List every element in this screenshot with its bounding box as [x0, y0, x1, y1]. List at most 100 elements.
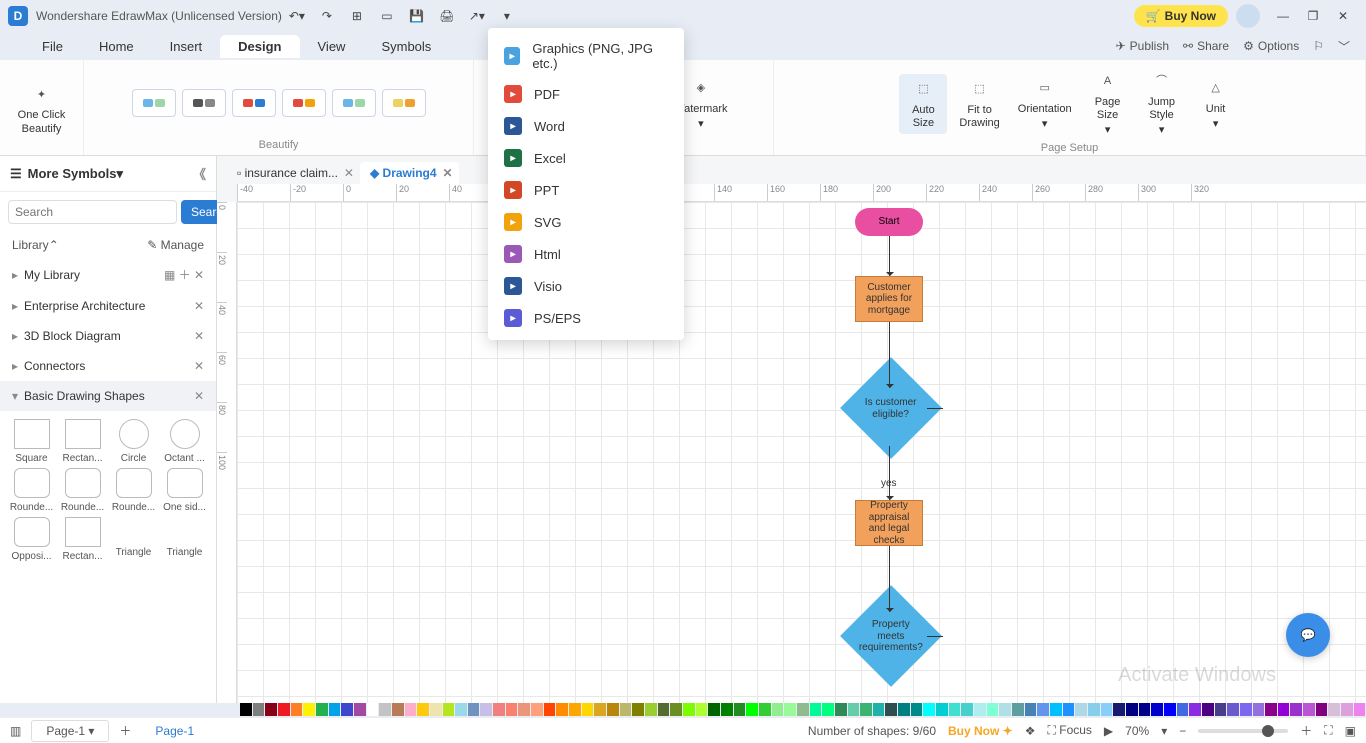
color-swatch[interactable]	[468, 703, 480, 716]
color-swatch[interactable]	[923, 703, 935, 716]
export-ps/eps[interactable]: ▸PS/EPS	[488, 302, 684, 334]
new-icon[interactable]: ⊞	[344, 3, 370, 29]
lib-cat-basic-drawing-shapes[interactable]: ▾ Basic Drawing Shapes✕	[0, 381, 216, 411]
redo-icon[interactable]: ↷	[314, 3, 340, 29]
color-swatch[interactable]	[316, 703, 328, 716]
color-swatch[interactable]	[1126, 703, 1138, 716]
doc-tab[interactable]: ▫ insurance claim...✕	[227, 162, 360, 184]
color-swatch[interactable]	[696, 703, 708, 716]
shape-triangle[interactable]: Triangle	[110, 517, 157, 562]
color-swatch[interactable]	[999, 703, 1011, 716]
menu-tab-home[interactable]: Home	[81, 35, 152, 58]
color-swatch[interactable]	[911, 703, 923, 716]
color-swatch[interactable]	[531, 703, 543, 716]
color-swatch[interactable]	[746, 703, 758, 716]
chat-help-button[interactable]: 💬	[1286, 613, 1330, 657]
fit-page-icon[interactable]: ⛶	[1324, 723, 1332, 738]
color-swatch[interactable]	[1265, 703, 1277, 716]
open-icon[interactable]: ▭	[374, 3, 400, 29]
focus-toggle[interactable]: ⛶ Focus	[1048, 723, 1092, 738]
menu-tab-design[interactable]: Design	[220, 35, 299, 58]
color-swatch[interactable]	[518, 703, 530, 716]
color-swatch[interactable]	[1303, 703, 1315, 716]
color-swatch[interactable]	[961, 703, 973, 716]
color-swatch[interactable]	[443, 703, 455, 716]
color-swatch[interactable]	[936, 703, 948, 716]
color-swatch[interactable]	[569, 703, 581, 716]
color-swatch[interactable]	[1177, 703, 1189, 716]
collapse-ribbon-icon[interactable]: ﹀	[1338, 38, 1350, 55]
style-swatch-3[interactable]	[282, 89, 326, 117]
add-page-button[interactable]: ＋	[119, 722, 131, 739]
maximize-button[interactable]: ❐	[1300, 3, 1326, 29]
doc-tab[interactable]: ◆ Drawing4✕	[360, 162, 459, 184]
color-swatch[interactable]	[873, 703, 885, 716]
color-swatch[interactable]	[1025, 703, 1037, 716]
export-html[interactable]: ▸Html	[488, 238, 684, 270]
flowchart-node-appraisal[interactable]: Property appraisal and legal checks	[855, 500, 923, 546]
color-swatch[interactable]	[607, 703, 619, 716]
shape-opposi[interactable]: Opposi...	[8, 517, 55, 562]
color-swatch[interactable]	[1063, 703, 1075, 716]
shape-square[interactable]: Square	[8, 419, 55, 464]
save-icon[interactable]: 💾	[404, 3, 430, 29]
color-swatch[interactable]	[632, 703, 644, 716]
color-swatch[interactable]	[493, 703, 505, 716]
minimize-button[interactable]: —	[1270, 3, 1296, 29]
color-swatch[interactable]	[1328, 703, 1340, 716]
notification-icon[interactable]: ⚐	[1313, 39, 1324, 53]
avatar-icon[interactable]	[1236, 4, 1260, 28]
color-swatch[interactable]	[1164, 703, 1176, 716]
style-swatch-1[interactable]	[182, 89, 226, 117]
buy-now-button[interactable]: 🛒 Buy Now	[1134, 5, 1228, 27]
color-swatch[interactable]	[392, 703, 404, 716]
page-size-button[interactable]: APage Size▾	[1084, 66, 1132, 142]
color-swatch[interactable]	[291, 703, 303, 716]
color-swatch[interactable]	[1088, 703, 1100, 716]
color-swatch[interactable]	[240, 703, 252, 716]
color-swatch[interactable]	[658, 703, 670, 716]
color-swatch[interactable]	[278, 703, 290, 716]
export-ppt[interactable]: ▸PPT	[488, 174, 684, 206]
zoom-slider[interactable]	[1198, 729, 1288, 733]
fullscreen-icon[interactable]: ▣	[1345, 724, 1356, 738]
color-swatch[interactable]	[1341, 703, 1353, 716]
color-swatch[interactable]	[329, 703, 341, 716]
undo-icon[interactable]: ↶▾	[284, 3, 310, 29]
color-swatch[interactable]	[480, 703, 492, 716]
color-swatch[interactable]	[265, 703, 277, 716]
canvas[interactable]: StartCustomer applies for mortgageIs cus…	[237, 202, 1366, 703]
color-swatch[interactable]	[506, 703, 518, 716]
jump-style-button[interactable]: ⌒Jump Style▾	[1138, 66, 1186, 142]
color-swatch[interactable]	[734, 703, 746, 716]
color-swatch[interactable]	[949, 703, 961, 716]
orientation-button[interactable]: ▭Orientation▾	[1012, 73, 1078, 135]
manage-library-button[interactable]: ✎ Manage	[147, 238, 204, 252]
style-swatch-4[interactable]	[332, 89, 376, 117]
color-swatch[interactable]	[1189, 703, 1201, 716]
status-buy-now[interactable]: Buy Now ✦	[948, 724, 1013, 738]
color-swatch[interactable]	[253, 703, 265, 716]
one-click-beautify-button[interactable]: ✦ One Click Beautify	[12, 79, 72, 139]
flowchart-node-start[interactable]: Start	[855, 208, 923, 236]
color-swatch[interactable]	[810, 703, 822, 716]
publish-button[interactable]: ✈ Publish	[1116, 39, 1169, 53]
export-visio[interactable]: ▸Visio	[488, 270, 684, 302]
export-icon[interactable]: ↗▾	[464, 3, 490, 29]
color-swatch[interactable]	[544, 703, 556, 716]
color-swatch[interactable]	[1202, 703, 1214, 716]
menu-tab-view[interactable]: View	[300, 35, 364, 58]
export-excel[interactable]: ▸Excel	[488, 142, 684, 174]
color-swatch[interactable]	[367, 703, 379, 716]
fit-drawing-button[interactable]: ⬚Fit to Drawing	[953, 74, 1005, 134]
search-input[interactable]	[8, 200, 177, 224]
color-swatch[interactable]	[974, 703, 986, 716]
style-swatch-0[interactable]	[132, 89, 176, 117]
color-swatch[interactable]	[1075, 703, 1087, 716]
menu-tab-insert[interactable]: Insert	[152, 35, 221, 58]
export-graphics[interactable]: ▸Graphics (PNG, JPG etc.)	[488, 34, 684, 78]
color-swatch[interactable]	[379, 703, 391, 716]
color-swatch[interactable]	[1139, 703, 1151, 716]
presentation-icon[interactable]: ▶	[1104, 724, 1113, 738]
more-icon[interactable]: ▾	[494, 3, 520, 29]
